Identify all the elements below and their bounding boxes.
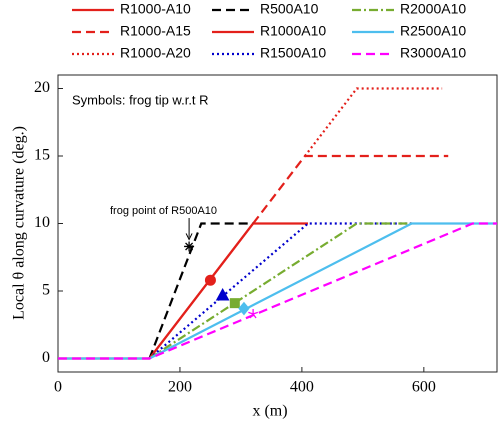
series-line [58, 222, 497, 360]
legend-label: R1000-A20 [120, 45, 191, 61]
frog-tip-marker [184, 241, 195, 252]
series-line [58, 222, 497, 360]
annotation: Symbols: frog tip w.r.t R [72, 92, 209, 107]
y-axis-label: Local θ along curvature (deg.) [11, 126, 28, 320]
annotation: frog point of R500A10 [110, 205, 217, 217]
legend-label: R1500A10 [260, 45, 326, 61]
frog-tip-marker [204, 274, 216, 286]
y-tick-label: 10 [34, 214, 50, 231]
y-tick-label: 20 [34, 79, 50, 96]
x-tick-label: 400 [290, 379, 314, 396]
legend-label: R2500A10 [400, 23, 466, 39]
frog-tip-marker [229, 298, 240, 309]
legend-label: R1000A10 [260, 23, 326, 39]
legend-label: R2000A10 [400, 1, 466, 17]
frog-tip-marker [238, 301, 250, 316]
series-line [252, 154, 449, 225]
x-tick-label: 600 [412, 379, 436, 396]
x-axis-label: x (m) [252, 403, 287, 420]
frog-tip-marker [215, 288, 230, 301]
y-tick-label: 15 [34, 147, 50, 164]
legend-label: R1000-A10 [120, 1, 191, 17]
x-tick-label: 0 [54, 379, 62, 396]
x-tick-label: 200 [168, 379, 192, 396]
y-tick-label: 0 [42, 349, 50, 366]
y-tick-label: 5 [42, 282, 50, 299]
legend-label: R1000-A15 [120, 23, 191, 39]
series-line [304, 87, 443, 157]
annotation-arrowhead [185, 233, 193, 241]
series-line [58, 222, 308, 360]
series-line [148, 222, 254, 360]
series-line [148, 222, 254, 359]
frog-tip-marker [248, 308, 259, 319]
legend-label: R3000A10 [400, 45, 466, 61]
legend-label: R500A10 [260, 1, 319, 17]
